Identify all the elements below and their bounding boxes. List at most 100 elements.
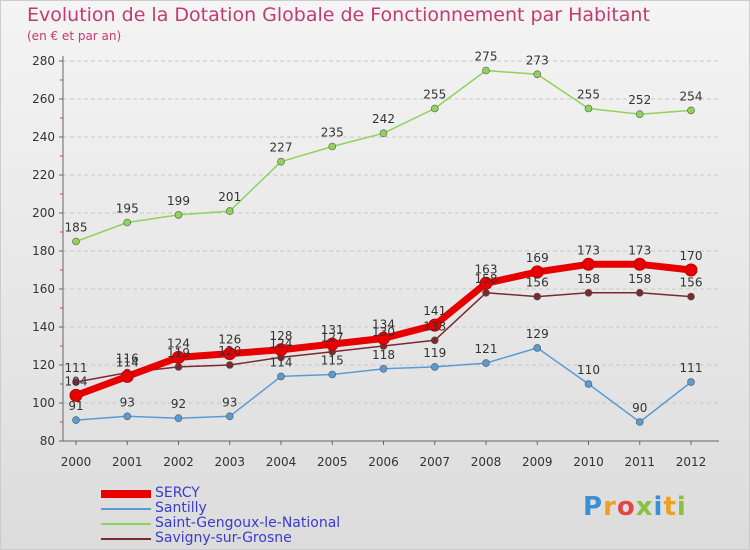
data-point-sercy	[633, 257, 647, 271]
data-label: 158	[628, 272, 651, 286]
logo-letter: o	[616, 492, 636, 522]
x-axis-ticks: 2000 2001 2002 2003 2004 2005 2006 2007 2008 2009…	[61, 441, 707, 469]
data-label: 124	[270, 336, 293, 350]
y-tick-label: 100	[32, 396, 55, 410]
data-label: 114	[270, 355, 293, 369]
legend: SERCY Santilly Saint-Gengoux-le-National Sa…	[101, 486, 340, 546]
legend-swatch	[101, 507, 151, 510]
data-point-sercy	[479, 276, 493, 290]
data-point-sercy	[223, 347, 237, 361]
data-label: 111	[65, 361, 88, 375]
legend-item-sercy[interactable]: SERCY	[101, 486, 340, 501]
data-point-saint-gengoux-le-national	[482, 66, 490, 75]
data-point-savigny-sur-grosne	[584, 288, 593, 297]
data-label: 242	[372, 112, 395, 126]
data-point-santilly	[328, 370, 337, 379]
legend-item-santilly[interactable]: Santilly	[101, 501, 340, 516]
y-tick-label: 280	[32, 54, 55, 68]
data-point-saint-gengoux-le-national	[533, 70, 542, 79]
data-point-santilly	[225, 412, 234, 421]
y-tick-label: 160	[32, 282, 55, 296]
y-tick-label: 260	[32, 92, 55, 106]
legend-swatch	[101, 489, 151, 498]
chart-title: Evolution de la Dotation Globale de Fonc…	[27, 4, 650, 26]
data-point-santilly	[72, 416, 80, 424]
data-label: 127	[321, 331, 344, 345]
data-label: 201	[218, 190, 241, 204]
logo-letter: i	[653, 492, 664, 522]
data-point-saint-gengoux-le-national	[225, 207, 234, 215]
x-tick-label: 2006	[368, 455, 399, 469]
x-tick-label: 2007	[419, 455, 450, 469]
data-point-sercy	[69, 388, 83, 402]
data-point-sercy	[428, 318, 442, 332]
x-tick-label: 2005	[317, 455, 348, 469]
data-label: 121	[475, 342, 498, 356]
data-point-saint-gengoux-le-national	[584, 104, 593, 113]
x-tick-label: 2008	[471, 455, 502, 469]
legend-item-saint-gengoux-le-national[interactable]: Saint-Gengoux-le-National	[101, 516, 340, 531]
data-point-savigny-sur-grosne	[72, 378, 80, 386]
y-tick-label: 220	[32, 168, 55, 182]
x-tick-label: 2012	[676, 455, 707, 469]
data-label: 129	[526, 327, 549, 341]
data-point-saint-gengoux-le-national	[123, 218, 132, 227]
data-label: 255	[577, 88, 600, 102]
y-axis-ticks: 80 100 120 140 160 180 200 220 240 260 280	[32, 54, 63, 448]
data-label: 133	[423, 319, 446, 333]
chart-subtitle: (en € et par an)	[27, 29, 122, 43]
x-tick-label: 2001	[112, 455, 143, 469]
data-label: 118	[372, 348, 395, 362]
data-label: 126	[218, 333, 241, 347]
data-label: 199	[167, 194, 190, 208]
data-label: 119	[423, 346, 446, 360]
data-label: 131	[321, 323, 344, 337]
logo-letter: x	[635, 492, 654, 522]
data-point-santilly	[533, 344, 542, 352]
data-label: 254	[680, 89, 703, 103]
data-point-santilly	[379, 364, 388, 373]
data-label: 124	[167, 336, 190, 350]
y-tick-label: 140	[32, 320, 55, 334]
data-label: 93	[222, 395, 237, 409]
x-tick-label: 2002	[163, 455, 194, 469]
data-label: 119	[167, 346, 190, 360]
y-tick-label: 240	[32, 130, 55, 144]
data-label: 169	[526, 251, 549, 265]
data-labels-layer: 185 195 199 201 227 235 242 255 275 273 255 252 254 9…	[65, 50, 703, 416]
y-tick-label: 180	[32, 244, 55, 258]
data-label: 111	[680, 361, 703, 375]
data-label: 275	[475, 50, 498, 64]
data-label: 141	[423, 304, 446, 318]
x-tick-label: 2003	[214, 455, 245, 469]
data-label: 170	[680, 249, 703, 263]
data-point-santilly	[482, 359, 490, 367]
data-point-santilly	[430, 363, 439, 371]
x-tick-label: 2009	[522, 455, 553, 469]
data-point-sercy	[274, 343, 288, 357]
legend-swatch	[101, 537, 151, 540]
data-point-saint-gengoux-le-national	[277, 157, 285, 166]
data-point-sercy	[377, 331, 390, 345]
data-label: 90	[632, 401, 647, 415]
data-label: 104	[65, 374, 88, 388]
data-label: 110	[577, 363, 600, 377]
data-label: 134	[372, 317, 395, 331]
data-point-saint-gengoux-le-national	[687, 106, 695, 115]
axes	[62, 56, 719, 442]
legend-label: SERCY	[155, 485, 200, 501]
y-tick-label: 200	[32, 206, 55, 220]
data-label: 130	[372, 325, 395, 339]
data-point-saint-gengoux-le-national	[635, 110, 644, 118]
data-point-santilly	[687, 378, 695, 386]
data-label: 93	[120, 395, 135, 409]
legend-item-savigny-sur-grosne[interactable]: Savigny-sur-Grosne	[101, 531, 340, 546]
data-label: 185	[65, 221, 88, 235]
x-tick-label: 2004	[266, 455, 297, 469]
legend-label: Savigny-sur-Grosne	[155, 530, 292, 546]
logo-letter: i	[676, 492, 687, 522]
data-label: 235	[321, 126, 344, 140]
data-label: 115	[321, 354, 344, 368]
data-point-saint-gengoux-le-national	[430, 104, 439, 113]
